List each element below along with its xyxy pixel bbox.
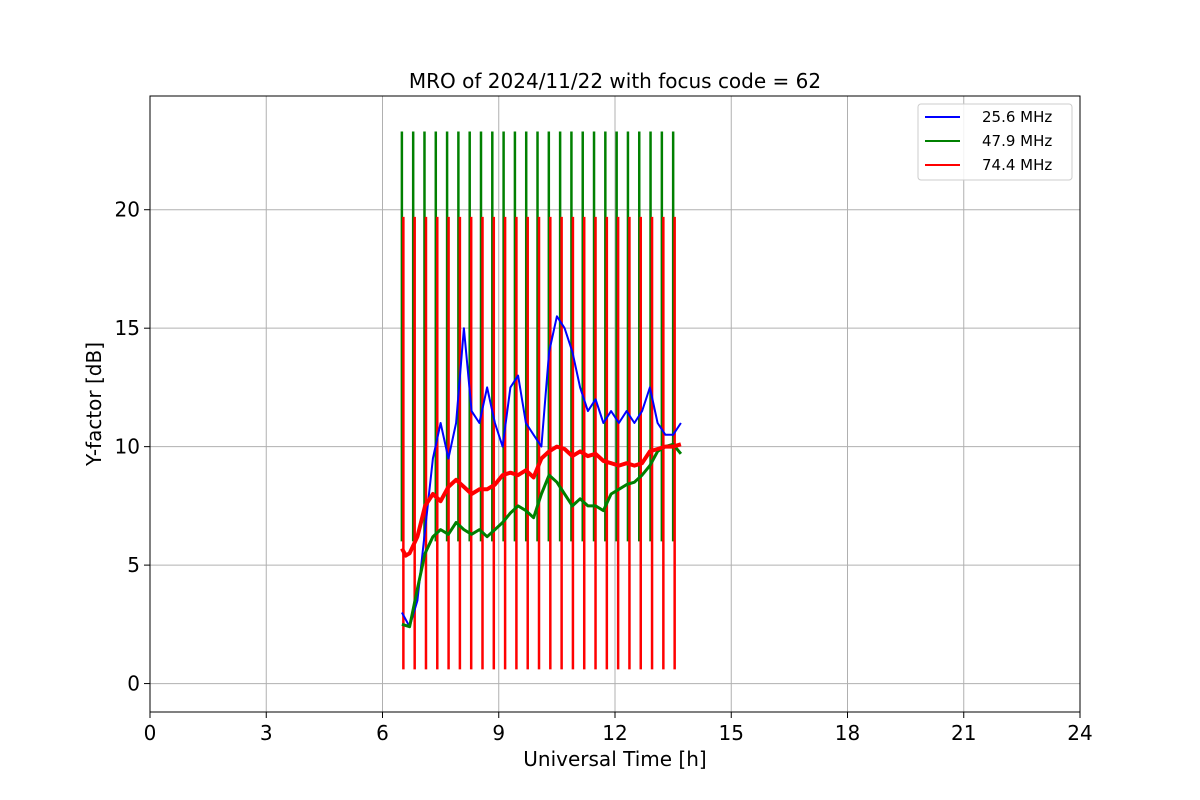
x-axis-label: Universal Time [h] xyxy=(523,747,706,771)
x-tick-label: 0 xyxy=(144,721,157,745)
y-tick-label: 15 xyxy=(115,316,140,340)
chart-title: MRO of 2024/11/22 with focus code = 62 xyxy=(409,69,821,93)
legend-box xyxy=(917,103,1073,181)
legend-items: 25.6 MHz 47.9 MHz 74.4 MHz xyxy=(925,108,1052,174)
x-tick-label: 9 xyxy=(492,721,505,745)
calibration-spikes-layer xyxy=(400,131,676,670)
series-layer xyxy=(400,315,683,629)
series-line-47-9-mhz xyxy=(401,442,683,629)
y-tick-label: 10 xyxy=(115,435,140,459)
tick-layer: 0 3 6 9 12 15 18 21 24 0 5 10 15 20 xyxy=(115,198,1093,745)
legend-label: 74.4 MHz xyxy=(982,156,1052,174)
legend: 25.6 MHz 47.9 MHz 74.4 MHz xyxy=(917,103,1073,181)
x-tick-label: 6 xyxy=(376,721,389,745)
y-tick-label: 5 xyxy=(127,553,140,577)
y-axis-label: Y-factor [dB] xyxy=(82,342,106,467)
x-tick-label: 12 xyxy=(602,721,627,745)
y-tick-label: 0 xyxy=(127,672,140,696)
legend-label: 25.6 MHz xyxy=(982,108,1052,126)
x-tick-label: 15 xyxy=(719,721,744,745)
x-tick-label: 18 xyxy=(835,721,860,745)
series-line-25-6-mhz xyxy=(401,315,682,628)
x-tick-label: 21 xyxy=(951,721,976,745)
x-tick-label: 3 xyxy=(260,721,273,745)
legend-label: 47.9 MHz xyxy=(982,132,1052,150)
grid-layer xyxy=(149,96,1081,712)
y-tick-label: 20 xyxy=(115,198,140,222)
series-line-74-4-mhz xyxy=(400,442,682,558)
x-tick-label: 24 xyxy=(1067,721,1092,745)
